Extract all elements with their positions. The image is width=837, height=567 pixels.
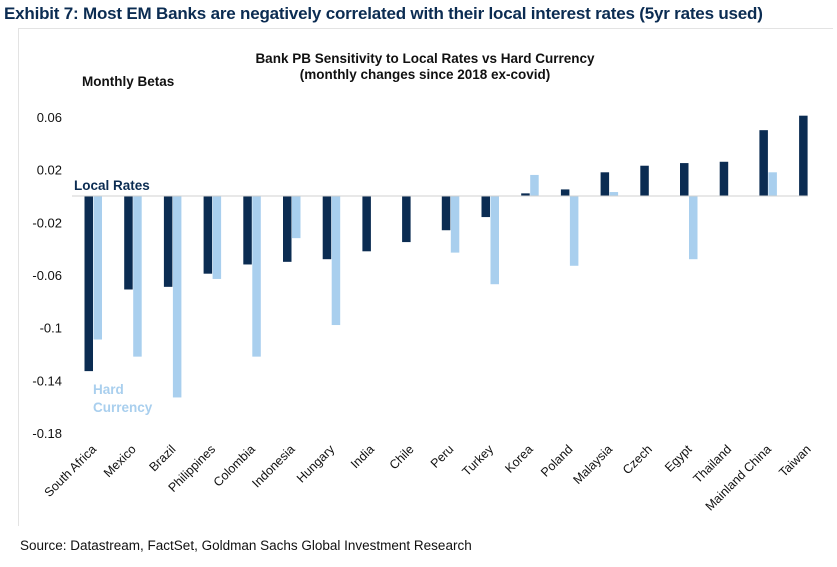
chart-subtitle: (monthly changes since 2018 ex-covid) [300, 67, 551, 82]
chart-frame [18, 28, 833, 526]
bar-hard-currency [212, 196, 222, 279]
bar-hard-currency [530, 174, 539, 196]
y-tick-label: 0.02 [37, 163, 62, 178]
bar-local-rates [680, 163, 689, 196]
x-tick-label: Indonesia [249, 442, 297, 490]
bar-local-rates [481, 196, 490, 218]
bar-local-rates [521, 193, 530, 196]
x-tick-label: Czech [620, 442, 655, 477]
bar-local-rates [362, 196, 371, 252]
bar-local-rates [203, 196, 213, 274]
bar-hard-currency [689, 196, 698, 260]
x-axis-labels: South Africa Mexico BrazilPhilippinesColom… [42, 442, 814, 514]
y-tick-label: -0.06 [32, 268, 62, 283]
bar-local-rates [322, 196, 332, 260]
y-tick-label: -0.18 [32, 426, 62, 441]
x-tick-label: Turkey [460, 442, 497, 479]
legend-local-rates: Local Rates [74, 178, 150, 193]
y-tick-label: -0.02 [32, 215, 62, 230]
bar-hard-currency [490, 196, 499, 285]
source-note: Source: Datastream, FactSet, Goldman Sac… [20, 538, 472, 553]
legend-hard-currency-line1: Hard [93, 382, 124, 397]
bar-hard-currency [252, 196, 261, 357]
bar-hard-currency [172, 196, 182, 398]
bar-hard-currency [569, 196, 579, 266]
bar-local-rates [759, 130, 768, 196]
exhibit-title: Exhibit 7: Most EM Banks are negatively … [4, 4, 763, 23]
bar-local-rates [600, 172, 610, 196]
x-tick-label: Egypt [662, 442, 695, 475]
x-tick-label: Poland [538, 442, 575, 479]
bar-local-rates [124, 196, 133, 290]
bar-local-rates [799, 115, 808, 196]
bar-hard-currency [292, 196, 301, 239]
bar-hard-currency [133, 196, 142, 357]
y-axis-label: Monthly Betas [82, 74, 174, 89]
bar-hard-currency [93, 196, 102, 340]
bar-hard-currency [768, 172, 777, 196]
bar-local-rates [243, 196, 252, 265]
x-tick-label: South Africa [42, 442, 100, 500]
bar-hard-currency [450, 196, 460, 253]
legend-hard-currency-line2: Currency [93, 400, 153, 415]
y-axis-ticks: 0.06 0.02 -0.02 -0.06 -0.1 -0.14 -0.18 [32, 110, 62, 441]
bar-local-rates [441, 196, 451, 231]
bar-hard-currency [331, 196, 341, 326]
x-tick-label: Malaysia [570, 442, 615, 487]
bar-hard-currency [609, 192, 619, 196]
bars [84, 115, 808, 398]
bar-local-rates [163, 196, 173, 287]
x-tick-label: Peru [428, 442, 457, 471]
x-tick-label: India [348, 442, 377, 471]
bar-local-rates [719, 161, 729, 196]
x-tick-label: Chile [387, 442, 417, 472]
bar-local-rates [84, 196, 93, 372]
x-tick-label: Mexico [101, 442, 139, 480]
x-tick-label: Brazil [147, 442, 179, 474]
x-tick-label: Hungary [294, 442, 338, 486]
y-tick-label: 0.06 [37, 110, 62, 125]
x-tick-label: Korea [502, 442, 536, 476]
chart-title: Bank PB Sensitivity to Local Rates vs Ha… [255, 51, 595, 66]
y-tick-label: -0.14 [32, 373, 62, 388]
chart: Bank PB Sensitivity to Local Rates vs Ha… [32, 51, 814, 514]
y-tick-label: -0.1 [40, 321, 62, 336]
bar-local-rates [402, 196, 411, 243]
bar-local-rates [283, 196, 292, 262]
bar-local-rates [640, 165, 649, 196]
x-tick-label: Taiwan [776, 442, 813, 479]
bar-local-rates [560, 189, 570, 196]
